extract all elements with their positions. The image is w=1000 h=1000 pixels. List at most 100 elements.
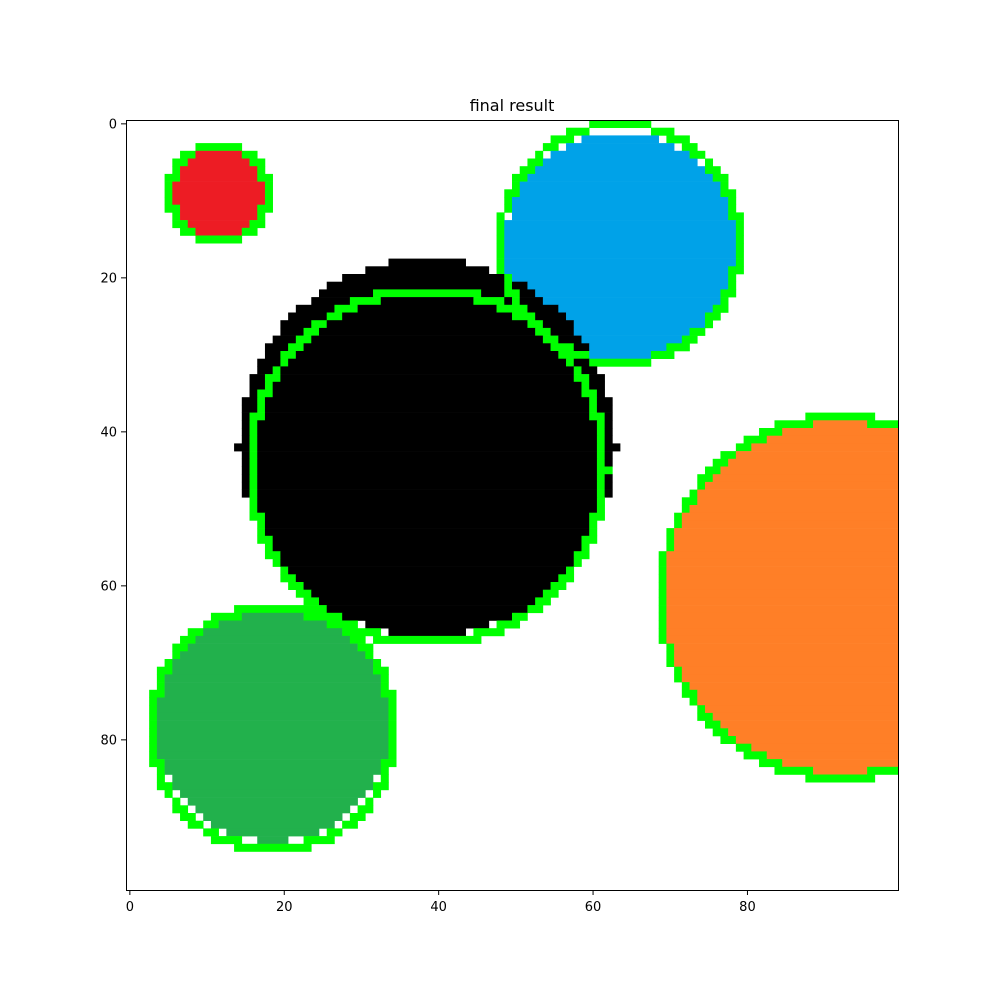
pixel-run xyxy=(504,266,729,275)
pixel-run xyxy=(689,150,706,159)
pixel-run xyxy=(666,635,899,644)
pixel-run xyxy=(720,466,899,475)
pixel-run xyxy=(257,466,598,475)
pixel-run xyxy=(596,404,613,413)
pixel-run xyxy=(195,635,351,644)
pixel-run xyxy=(156,720,389,729)
pixel-run xyxy=(295,304,335,313)
y-tick-label: 0 xyxy=(109,117,117,132)
pixel-run xyxy=(319,289,374,298)
pixel-run xyxy=(172,659,374,667)
pixel-run xyxy=(280,327,304,336)
pixel-run xyxy=(342,820,358,829)
pixel-run xyxy=(203,828,219,837)
pixel-run xyxy=(759,428,783,436)
pixel-run xyxy=(264,197,273,205)
pixel-run xyxy=(697,489,899,498)
pixel-run xyxy=(519,297,544,306)
pixel-run xyxy=(349,635,366,644)
pixel-run xyxy=(195,150,243,159)
pixel-run xyxy=(681,512,899,521)
pixel-run xyxy=(728,274,737,282)
pixel-run xyxy=(195,805,351,814)
pixel-run xyxy=(666,659,675,667)
pixel-run xyxy=(180,150,196,159)
pixel-run xyxy=(156,682,165,691)
pixel-run xyxy=(867,420,899,429)
pixel-run xyxy=(288,582,304,590)
pixel-run xyxy=(249,220,266,229)
pixel-run xyxy=(164,759,382,768)
pixel-run xyxy=(257,836,289,845)
pixel-run xyxy=(234,605,328,614)
pixel-run xyxy=(257,404,266,413)
pixel-run xyxy=(388,697,397,706)
pixel-run xyxy=(257,212,266,221)
pixel-run xyxy=(149,736,158,744)
pixel-run xyxy=(504,281,513,290)
pixel-run xyxy=(581,535,598,544)
pixel-run xyxy=(172,782,374,791)
pixel-run xyxy=(496,266,505,275)
pixel-run xyxy=(527,605,544,614)
pixel-run xyxy=(365,651,374,660)
pixel-run xyxy=(743,435,768,444)
pixel-run xyxy=(249,389,258,398)
pixel-run xyxy=(589,351,652,359)
pixel-run xyxy=(280,351,297,359)
pixel-run xyxy=(512,281,528,290)
pixel-run xyxy=(596,505,605,513)
pixel-run xyxy=(581,366,598,375)
pixel-run xyxy=(604,481,613,490)
pixel-run xyxy=(558,304,714,313)
pixel-run xyxy=(156,743,389,752)
pixel-run xyxy=(728,197,737,205)
pixel-run xyxy=(681,497,698,506)
pixel-run xyxy=(357,643,374,652)
pixel-run xyxy=(280,551,575,560)
pixel-run xyxy=(187,797,358,806)
pixel-run xyxy=(203,813,343,821)
pixel-run xyxy=(180,651,366,660)
pixel-run xyxy=(581,389,598,398)
pixel-run xyxy=(782,759,899,768)
pixel-run xyxy=(257,173,273,182)
pixel-run xyxy=(257,505,598,513)
pixel-run xyxy=(720,181,729,190)
pixel-run xyxy=(249,381,266,390)
pixel-run xyxy=(689,489,698,498)
pixel-run xyxy=(249,428,258,436)
pixel-run xyxy=(288,343,304,352)
pixel-run xyxy=(596,489,605,498)
pixel-run xyxy=(674,512,683,521)
pixel-run xyxy=(705,166,721,175)
pixel-run xyxy=(303,582,551,590)
pixel-run xyxy=(666,582,899,590)
pixel-run xyxy=(674,528,899,537)
pixel-run xyxy=(535,150,544,159)
pixel-run xyxy=(658,628,667,637)
pixel-run xyxy=(674,643,899,652)
pixel-run xyxy=(303,343,551,352)
pixel-run xyxy=(720,297,729,306)
pixel-run xyxy=(712,173,729,182)
pixel-run xyxy=(496,212,505,221)
pixel-run xyxy=(373,666,389,675)
pixel-run xyxy=(766,751,899,760)
pixel-run xyxy=(774,766,814,775)
pixel-run xyxy=(342,312,513,321)
pixel-run xyxy=(496,258,505,267)
pixel-run xyxy=(674,543,899,552)
pixel-run xyxy=(342,274,505,282)
pixel-run xyxy=(504,227,737,236)
pixel-run xyxy=(257,428,598,436)
pixel-run xyxy=(782,428,899,436)
pixel-run xyxy=(388,743,397,752)
pixel-run xyxy=(596,397,613,406)
pixel-run xyxy=(805,774,876,783)
pixel-run xyxy=(172,797,181,806)
pixel-run xyxy=(172,197,266,205)
pixel-run xyxy=(550,150,690,159)
pixel-run xyxy=(735,227,744,236)
